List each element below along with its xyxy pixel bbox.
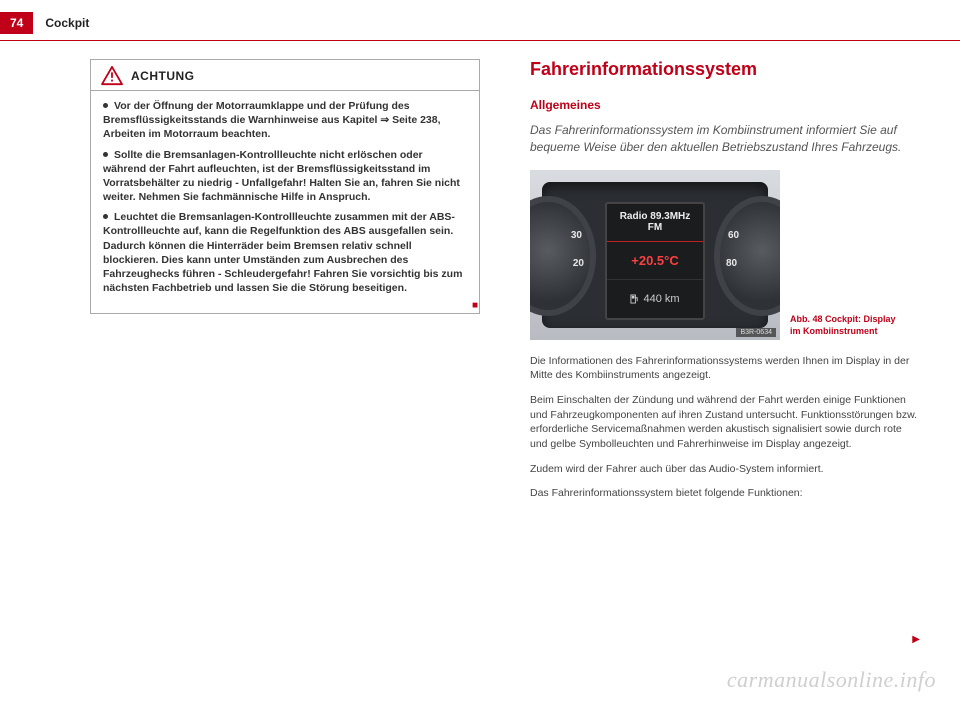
left-gauge: 30 20 [530,196,596,316]
section-heading: Fahrerinformationssystem [530,59,920,80]
section-end-mark: ■ [472,300,478,311]
warning-box: ACHTUNG Vor der Öffnung der Motorraumkla… [90,59,480,314]
body-paragraph: Das Fahrerinformationssystem bietet folg… [530,486,920,501]
header-rule [0,40,960,41]
gauge-tick-label: 60 [728,230,739,241]
warning-item: Sollte die Bremsanlagen-Kontrollleuchte … [103,148,467,205]
display-temp-row: +20.5°C [607,242,703,280]
figure-caption: Abb. 48 Cockpit: Display im Kombiinstrum… [790,314,900,339]
body-paragraph: Zudem wird der Fahrer auch über das Audi… [530,462,920,477]
subsection-heading: Allgemeines [530,98,920,112]
bullet-icon [103,214,108,219]
continue-mark: ▶ [912,634,920,645]
warning-label: ACHTUNG [131,69,195,83]
image-id-label: B3R-0634 [736,328,776,337]
chapter-title: Cockpit [45,16,89,30]
bullet-icon [103,103,108,108]
warning-triangle-icon [101,66,123,86]
warning-item-text: Leuchtet die Bremsanlagen-Kontrollleucht… [103,211,462,294]
warning-body: Vor der Öffnung der Motorraumklappe und … [91,90,479,313]
dashboard: 30 20 60 80 Radio 89.3MHz FM [542,182,768,328]
warning-item: Leuchtet die Bremsanlagen-Kontrollleucht… [103,210,467,295]
display-temperature: +20.5°C [631,253,678,268]
body-paragraph: Beim Einschalten der Zündung und während… [530,393,920,452]
display-radio-freq: Radio 89.3MHz [620,211,691,222]
display-radio-row: Radio 89.3MHz FM [607,204,703,242]
page-content: ACHTUNG Vor der Öffnung der Motorraumkla… [0,59,960,511]
page-header: 74 Cockpit [0,0,960,40]
fuel-pump-icon [630,294,639,304]
body-paragraph: Die Informationen des Fahrerinformations… [530,354,920,383]
center-display: Radio 89.3MHz FM +20.5°C [605,202,705,320]
watermark: carmanualsonline.info [727,667,936,693]
gauge-tick-label: 30 [571,230,582,241]
warning-item-text: Sollte die Bremsanlagen-Kontrollleuchte … [103,149,460,204]
intro-text: Das Fahrerinformationssystem im Kombiins… [530,122,920,156]
right-column: Fahrerinformationssystem Allgemeines Das… [530,59,920,511]
display-range: 440 km [643,293,679,305]
figure-row: 30 20 60 80 Radio 89.3MHz FM [530,170,920,340]
warning-item-text: Vor der Öffnung der Motorraumklappe und … [103,100,441,140]
right-gauge: 60 80 [714,196,780,316]
body-paragraphs: Die Informationen des Fahrerinformations… [530,354,920,502]
gauge-tick-label: 80 [726,258,737,269]
left-column: ACHTUNG Vor der Öffnung der Motorraumkla… [90,59,480,511]
gauge-tick-label: 20 [573,258,584,269]
display-radio-band: FM [648,222,662,233]
warning-header: ACHTUNG [91,60,479,90]
cockpit-display-figure: 30 20 60 80 Radio 89.3MHz FM [530,170,780,340]
page-number: 74 [0,12,33,34]
display-range-row: 440 km [607,280,703,317]
bullet-icon [103,152,108,157]
warning-item: Vor der Öffnung der Motorraumklappe und … [103,99,467,142]
